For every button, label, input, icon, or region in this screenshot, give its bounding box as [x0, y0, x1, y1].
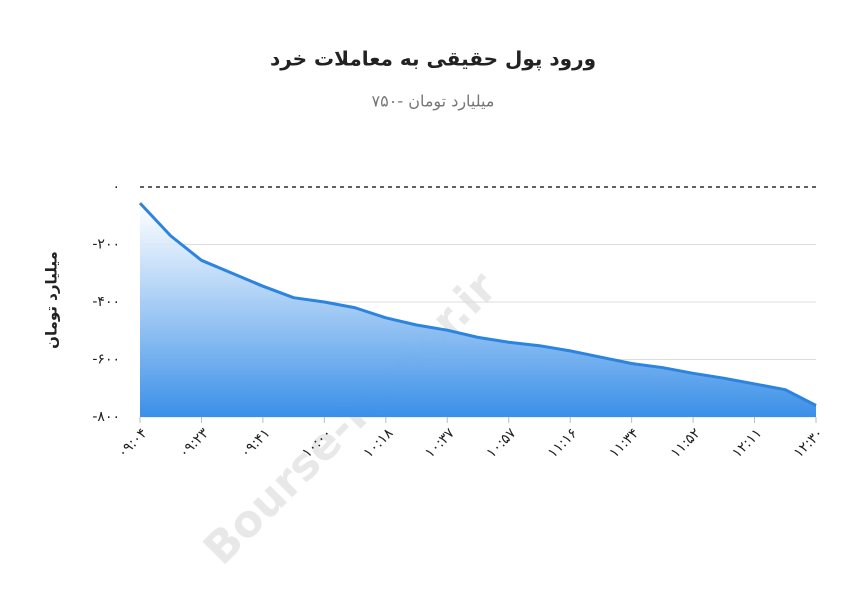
y-tick-label: -۸۰۰	[92, 409, 120, 425]
y-tick-label: -۲۰۰	[92, 237, 120, 253]
x-tick-label: ۱۱:۳۴	[606, 425, 642, 461]
chart-subtitle: میلیارد تومان -۷۵۰	[372, 92, 495, 112]
area-fill	[140, 203, 816, 417]
x-tick-label: ۱۰:۳۷	[422, 425, 458, 461]
y-axis-label: میلیارد تومان	[43, 251, 61, 349]
x-tick-label: ۱۰:۵۷	[483, 425, 519, 461]
y-tick-label: -۶۰۰	[92, 352, 120, 368]
x-tick-label: ۰۹:۰۴	[115, 425, 151, 461]
line	[138, 202, 817, 407]
x-tick-label: ۱۲:۱۱	[729, 425, 765, 461]
y-tick-label: ۰	[112, 179, 120, 195]
y-tick-label: -۴۰۰	[92, 294, 120, 310]
x-tick-label: ۱۲:۳۰	[791, 425, 827, 461]
chart-title: ورود پول حقیقی به معاملات خرد	[270, 47, 596, 72]
x-tick-label: ۰۹:۴۱	[238, 425, 274, 461]
x-tick-label: ۱۱:۵۲	[668, 425, 704, 461]
x-tick-label: ۰۹:۲۳	[176, 425, 212, 461]
x-tick-label: ۱۱:۱۶	[545, 425, 581, 461]
